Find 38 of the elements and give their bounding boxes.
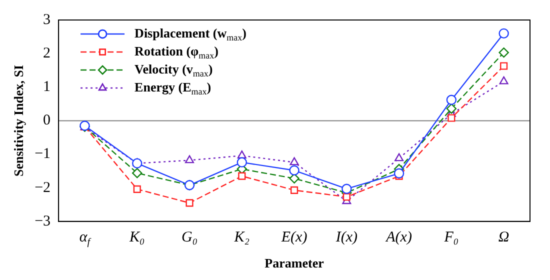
point	[236, 157, 247, 168]
point	[290, 186, 298, 194]
y-tick-label: −3	[34, 213, 51, 230]
point	[394, 153, 404, 162]
x-tick-label: G₀	[181, 229, 198, 246]
point	[133, 185, 141, 193]
point	[342, 184, 352, 194]
point	[342, 193, 350, 201]
point	[185, 155, 194, 164]
y-tick-label: 3	[43, 12, 51, 28]
x-axis-title: Parameter	[264, 256, 324, 271]
point	[499, 76, 508, 84]
point	[290, 157, 299, 166]
point	[238, 172, 246, 180]
point	[448, 114, 456, 122]
x-tick-label: K₀	[128, 229, 145, 246]
x-tick-label: F₀	[443, 229, 459, 246]
y-tick-label: 2	[43, 46, 51, 62]
point	[498, 47, 509, 58]
y-tick-label: −1	[34, 146, 51, 162]
point	[394, 168, 404, 178]
y-tick-label: 1	[43, 79, 51, 96]
x-tick-label: Ω	[498, 229, 510, 246]
point	[186, 199, 194, 207]
point	[500, 62, 508, 70]
x-tick-label: I(x)	[334, 229, 358, 246]
y-axis-title: Sensitivity Index, SI	[11, 64, 26, 177]
point	[446, 94, 457, 105]
x-tick-label: E(x)	[280, 229, 308, 246]
x-tick-label: K₂	[233, 229, 250, 246]
point	[237, 150, 246, 158]
point	[446, 104, 457, 114]
point	[498, 28, 509, 39]
x-tick-label: A(x)	[385, 229, 412, 246]
y-tick-label: 0	[43, 112, 51, 129]
point	[289, 165, 300, 176]
y-tick-label: −2	[34, 180, 51, 196]
point	[132, 168, 142, 178]
